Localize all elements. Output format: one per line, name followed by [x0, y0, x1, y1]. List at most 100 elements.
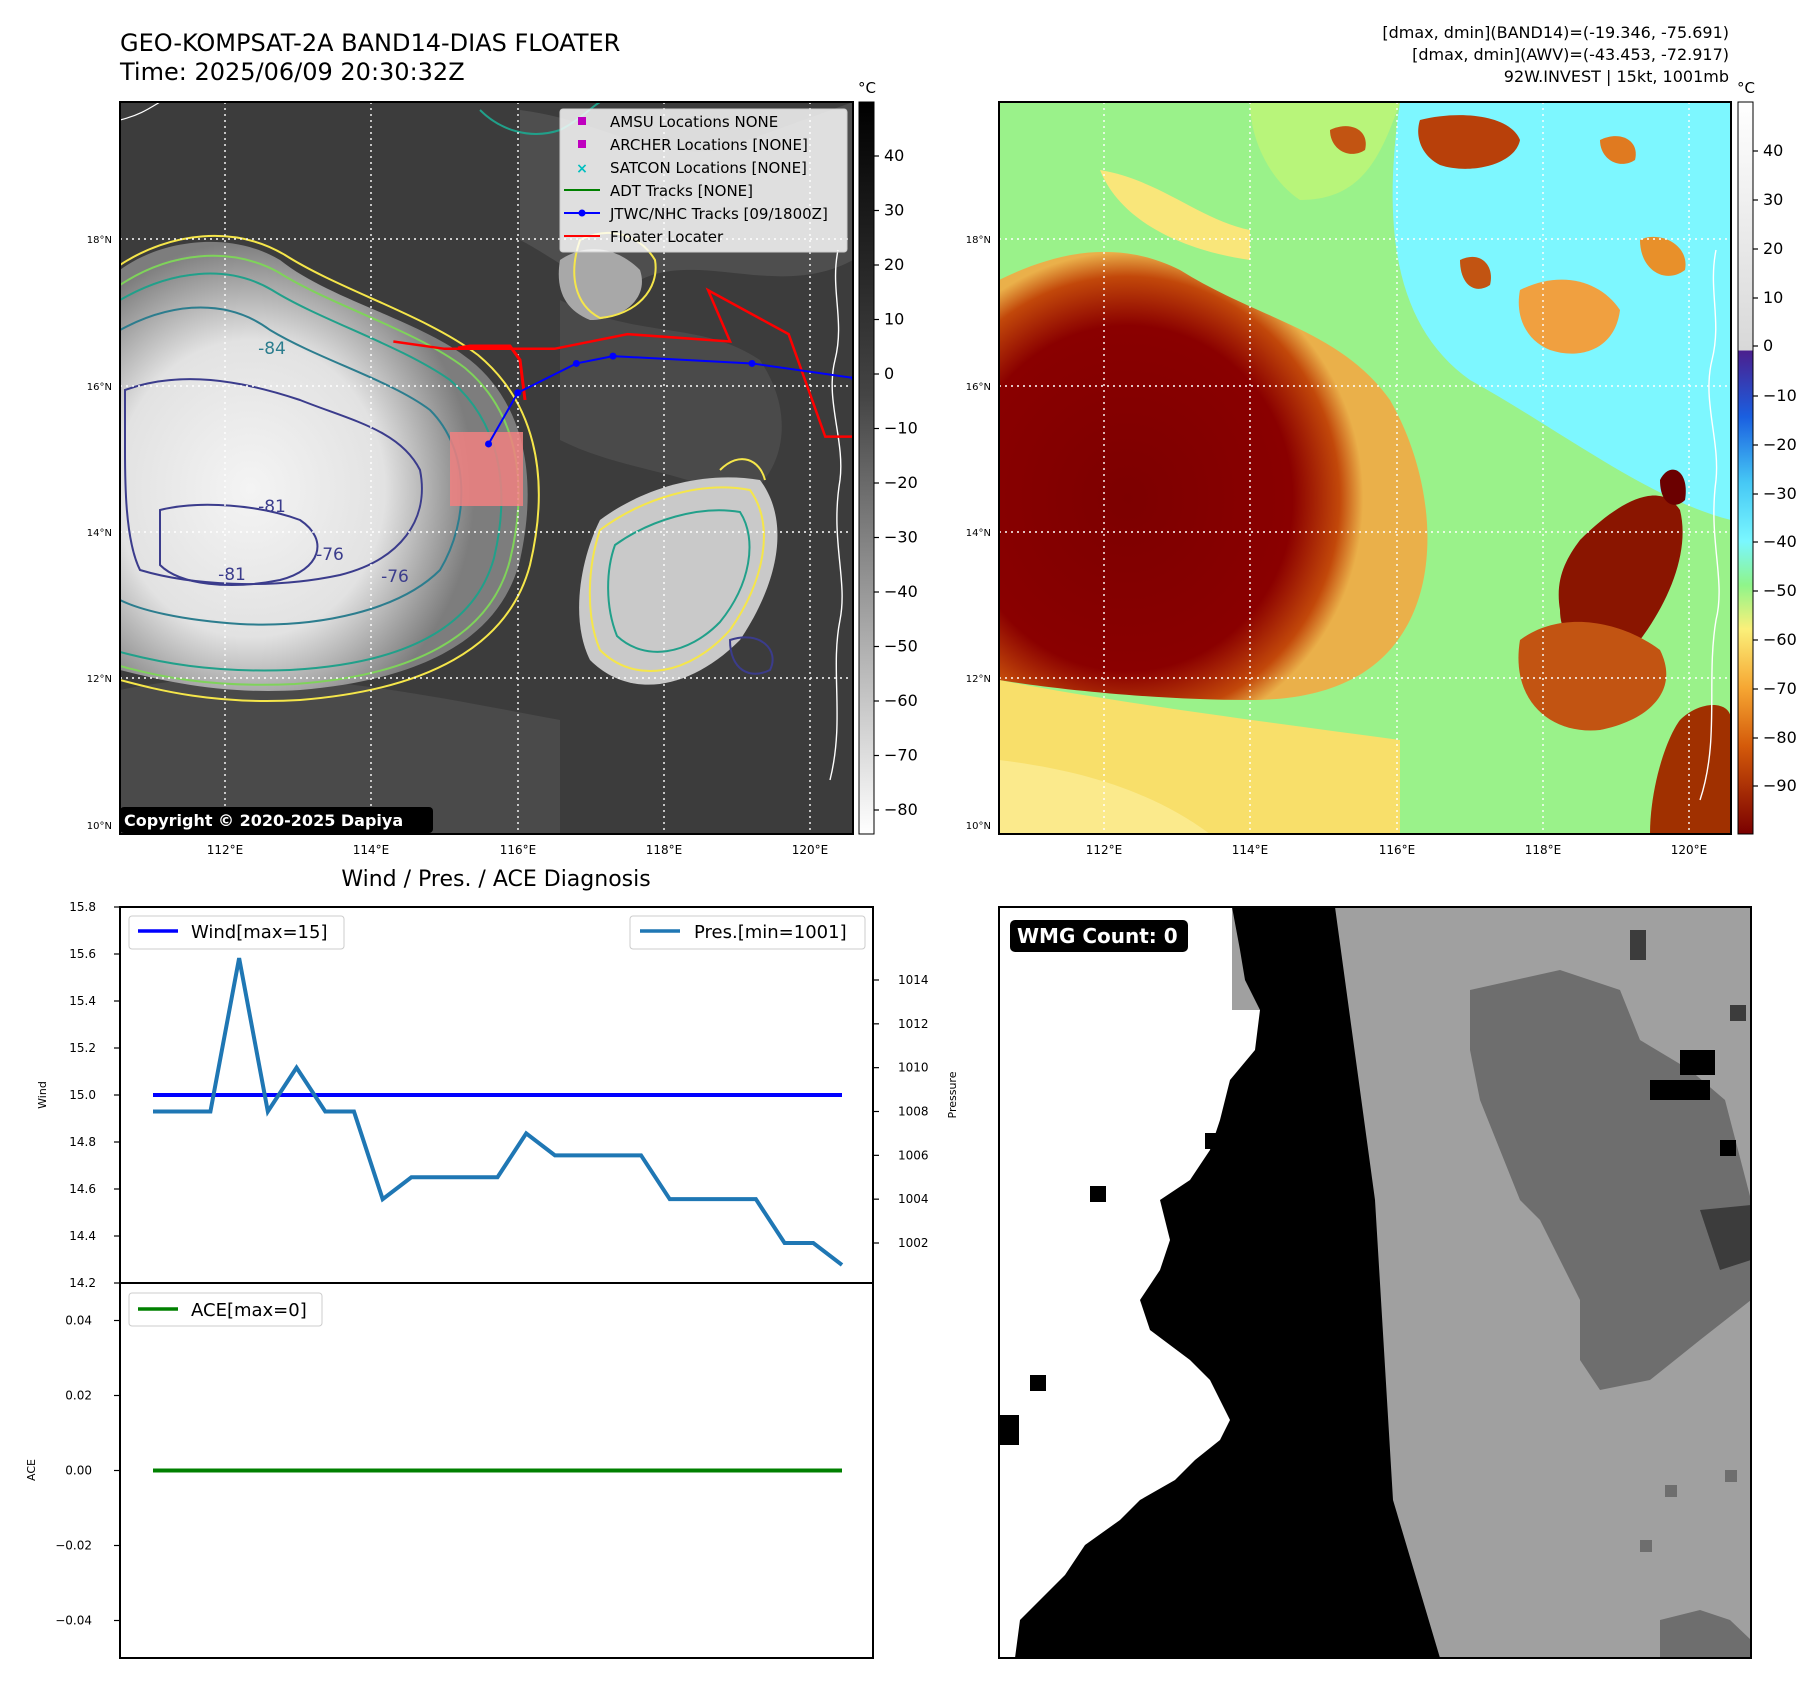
lat-tick: 16°N: [87, 382, 112, 393]
pressure-tick: 1014: [898, 973, 929, 987]
diagnosis-title: Wind / Pres. / ACE Diagnosis: [341, 867, 650, 892]
jtwc-track-point: [609, 352, 617, 360]
awv-colorbar-tick: −30: [1763, 484, 1797, 503]
legend-amsu: AMSU Locations NONE: [610, 113, 778, 131]
figure-title: GEO-KOMPSAT-2A BAND14-DIAS FLOATER: [120, 29, 620, 57]
wind-tick: 14.2: [69, 1276, 96, 1290]
archer-legend-marker: [578, 140, 586, 148]
ace-legend: ACE[max=0]: [128, 1292, 323, 1327]
lat-tick: 14°N: [966, 528, 991, 539]
ir-colorbar-tick: −60: [884, 691, 918, 710]
ace-tick: 0.04: [65, 1314, 92, 1328]
wind-axis-label: Wind: [36, 1081, 49, 1109]
ace-axis-label: ACE: [25, 1459, 38, 1481]
ace-tick: 0.00: [65, 1464, 92, 1478]
ir-colorbar-tick: 40: [884, 146, 904, 165]
awv-map: 112°E 114°E 116°E 118°E 120°E 18°N 16°N …: [966, 79, 1797, 857]
ir-colorbar-tick: −50: [884, 637, 918, 656]
ir-colorbar-tick: −10: [884, 419, 918, 438]
lon-tick: 118°E: [646, 843, 683, 857]
copyright-text: Copyright © 2020-2025 Dapiya: [124, 811, 403, 830]
amsu-legend-marker: [578, 117, 586, 125]
pressure-series-line: [153, 957, 844, 1267]
pressure-legend: Pres.[min=1001]: [629, 915, 866, 950]
awv-colorbar-tick: 40: [1763, 141, 1783, 160]
lon-tick: 120°E: [792, 843, 829, 857]
lon-tick: 116°E: [500, 843, 537, 857]
lat-tick: 18°N: [87, 235, 112, 246]
awv-colorbar-tick: 10: [1763, 288, 1783, 307]
lat-tick: 14°N: [87, 528, 112, 539]
wind-tick: 14.4: [69, 1229, 96, 1243]
figure-time: Time: 2025/06/09 20:30:32Z: [119, 58, 465, 86]
ir-map: -84 -81 -76 -76 -81: [87, 79, 918, 857]
lat-tick: 10°N: [966, 821, 991, 832]
wind-tick: 15.4: [69, 994, 96, 1008]
lat-tick: 18°N: [966, 235, 991, 246]
awv-colorbar-tick: 0: [1763, 336, 1773, 355]
jtwc-track-point: [485, 440, 493, 448]
awv-colorbar-tick: −40: [1763, 532, 1797, 551]
wind-tick: 15.0: [69, 1088, 96, 1102]
ir-cloud-mass: [120, 241, 528, 691]
wind-tick: 15.2: [69, 1041, 96, 1055]
ir-colorbar-tick: −20: [884, 473, 918, 492]
legend-adt: ADT Tracks [NONE]: [610, 182, 753, 200]
contour-label: -81: [218, 565, 246, 585]
ace-plot: 0.04 0.02 0.00 −0.02 −0.04 ACE ACE[max=0]: [25, 1282, 874, 1659]
awv-colorbar-unit: °C: [1737, 79, 1755, 97]
lat-tick: 10°N: [87, 821, 112, 832]
ir-colorbar-tick: −30: [884, 528, 918, 547]
awv-colorbar-tick: −50: [1763, 581, 1797, 600]
ir-legend: AMSU Locations NONE ARCHER Locations [NO…: [559, 108, 848, 253]
ir-colorbar-tick: 30: [884, 201, 904, 220]
legend-satcon: SATCON Locations [NONE]: [610, 159, 807, 177]
awv-colorbar-tick: 30: [1763, 190, 1783, 209]
contour-label: -76: [381, 567, 409, 587]
lon-tick: 118°E: [1525, 843, 1562, 857]
stats-band14: [dmax, dmin](BAND14)=(-19.346, -75.691): [1382, 23, 1729, 42]
floater-locater-track: [393, 287, 853, 438]
lon-tick: 114°E: [1232, 843, 1269, 857]
satcon-legend-marker: ×: [576, 161, 588, 177]
pressure-tick: 1006: [898, 1148, 929, 1162]
legend-jtwc: JTWC/NHC Tracks [09/1800Z]: [609, 205, 828, 223]
pressure-tick: 1004: [898, 1192, 929, 1206]
pressure-tick: 1002: [898, 1236, 929, 1250]
stats-awv: [dmax, dmin](AWV)=(-43.453, -72.917): [1412, 45, 1729, 64]
storm-info: 92W.INVEST | 15kt, 1001mb: [1504, 67, 1729, 86]
wind-tick: 15.8: [69, 900, 96, 914]
ace-tick: 0.02: [65, 1389, 92, 1403]
wmg-count-badge: [1010, 920, 1188, 952]
awv-colorbar-tick: −60: [1763, 630, 1797, 649]
jtwc-track-point: [514, 389, 522, 397]
jtwc-track: [487, 355, 853, 445]
wind-legend: Wind[max=15]: [128, 915, 345, 950]
pressure-axis-label: Pressure: [946, 1071, 959, 1118]
pressure-tick: 1012: [898, 1017, 929, 1031]
awv-colorbar-tick: −10: [1763, 386, 1797, 405]
awv-colorbar-tick: −80: [1763, 728, 1797, 747]
wind-tick: 14.8: [69, 1135, 96, 1149]
ir-colorbar-tick: 10: [884, 310, 904, 329]
ir-colorbar-tick: −70: [884, 746, 918, 765]
wmg-count-text: WMG Count: 0: [1017, 924, 1178, 948]
lon-tick: 112°E: [1086, 843, 1123, 857]
lon-tick: 114°E: [353, 843, 390, 857]
ir-colorbar-tick: −40: [884, 582, 918, 601]
lat-tick: 12°N: [87, 674, 112, 685]
jtwc-legend-dot: [578, 209, 586, 217]
lon-tick: 120°E: [1671, 843, 1708, 857]
pressure-tick: 1008: [898, 1105, 929, 1119]
ir-colorbar-tick: 0: [884, 364, 894, 383]
ir-colorbar-unit: °C: [858, 79, 876, 97]
awv-colorbar-tick: −20: [1763, 435, 1797, 454]
wind-tick: 15.6: [69, 947, 96, 961]
ir-colorbar-tick: −80: [884, 800, 918, 819]
legend-archer: ARCHER Locations [NONE]: [610, 136, 808, 154]
wmg-panel: WMG Count: 0: [998, 906, 1752, 1659]
wind-pressure-plot: 15.8 15.6 15.4 15.2 15.0 14.8 14.6 14.4 14.2 101…: [36, 900, 959, 1290]
contour-label: -84: [258, 339, 286, 359]
ir-colorbar-tick: 20: [884, 255, 904, 274]
